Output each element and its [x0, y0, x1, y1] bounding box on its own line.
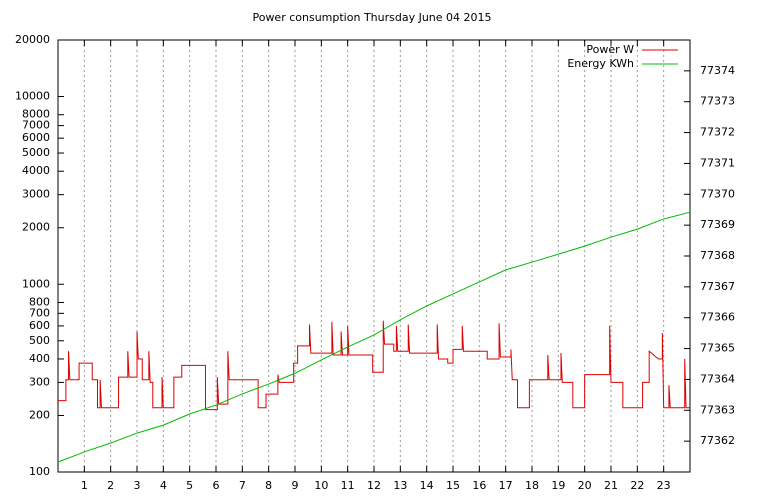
x-tick-label: 16 — [472, 479, 486, 492]
y-tick-label: 10000 — [15, 90, 50, 103]
x-tick-label: 7 — [239, 479, 246, 492]
y-tick-label: 200 — [29, 408, 50, 421]
x-tick-label: 9 — [292, 479, 299, 492]
y2-tick-label: 77374 — [700, 64, 735, 77]
x-tick-label: 5 — [186, 479, 193, 492]
x-tick-label: 22 — [630, 479, 644, 492]
y-tick-label: 3000 — [22, 188, 50, 201]
chart-title: Power consumption Thursday June 04 2015 — [252, 11, 491, 24]
legend-label: Power W — [586, 43, 634, 56]
x-tick-label: 8 — [265, 479, 272, 492]
y2-tick-label: 77371 — [700, 156, 735, 169]
x-tick-label: 20 — [578, 479, 592, 492]
y-tick-label: 500 — [29, 334, 50, 347]
y2-tick-label: 77373 — [700, 95, 735, 108]
y2-tick-label: 77363 — [700, 403, 735, 416]
x-tick-label: 2 — [107, 479, 114, 492]
legend-label: Energy KWh — [567, 57, 634, 70]
y2-tick-label: 77370 — [700, 187, 735, 200]
y-tick-label: 7000 — [22, 119, 50, 132]
y-tick-label: 4000 — [22, 164, 50, 177]
x-tick-label: 14 — [420, 479, 434, 492]
x-tick-label: 1 — [81, 479, 88, 492]
y-tick-label: 6000 — [22, 131, 50, 144]
x-tick-label: 11 — [341, 479, 355, 492]
y2-tick-label: 77366 — [700, 311, 735, 324]
x-tick-label: 21 — [604, 479, 618, 492]
y-tick-label: 8000 — [22, 108, 50, 121]
x-tick-label: 13 — [393, 479, 407, 492]
y2-tick-label: 77372 — [700, 126, 735, 139]
x-tick-label: 17 — [499, 479, 513, 492]
x-tick-label: 4 — [160, 479, 167, 492]
x-tick-label: 10 — [314, 479, 328, 492]
y-tick-label: 5000 — [22, 146, 50, 159]
y2-tick-label: 77367 — [700, 280, 735, 293]
y2-tick-label: 77368 — [700, 249, 735, 262]
y-tick-label: 20000 — [15, 33, 50, 46]
y-tick-label: 700 — [29, 306, 50, 319]
y-tick-label: 300 — [29, 375, 50, 388]
y2-tick-label: 77365 — [700, 342, 735, 355]
y-tick-label: 1000 — [22, 277, 50, 290]
x-tick-label: 3 — [134, 479, 141, 492]
y2-tick-label: 77362 — [700, 434, 735, 447]
x-tick-label: 12 — [367, 479, 381, 492]
plot-frame — [57, 39, 691, 473]
x-tick-label: 23 — [657, 479, 671, 492]
y2-tick-label: 77364 — [700, 372, 735, 385]
data-line — [57, 211, 691, 463]
y2-tick-label: 77369 — [700, 218, 735, 231]
data-line — [58, 320, 690, 411]
y-tick-label: 400 — [29, 352, 50, 365]
y-tick-label: 800 — [29, 295, 50, 308]
y-tick-label: 2000 — [22, 221, 50, 234]
x-tick-label: 6 — [213, 479, 220, 492]
y-tick-label: 600 — [29, 319, 50, 332]
x-tick-label: 19 — [551, 479, 565, 492]
y-tick-label: 100 — [29, 465, 50, 478]
x-tick-label: 18 — [525, 479, 539, 492]
x-tick-label: 15 — [446, 479, 460, 492]
